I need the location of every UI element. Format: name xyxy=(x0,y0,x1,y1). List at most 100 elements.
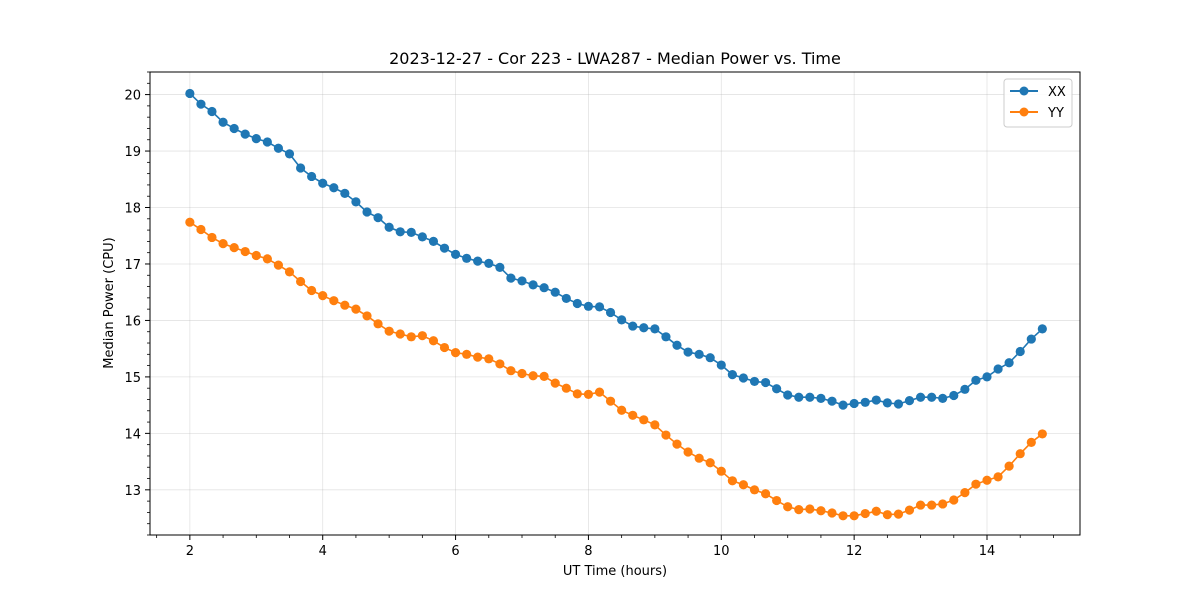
data-point-yy xyxy=(849,511,859,521)
data-point-xx xyxy=(251,134,261,144)
data-point-xx xyxy=(760,377,771,388)
data-point-yy xyxy=(893,509,904,519)
data-point-yy xyxy=(716,466,726,476)
data-point-yy xyxy=(949,495,959,505)
data-point-xx xyxy=(639,323,649,333)
data-point-yy xyxy=(539,371,549,381)
data-point-xx xyxy=(307,171,317,182)
data-point-yy xyxy=(661,430,671,440)
chart-title: 2023-12-27 - Cor 223 - LWA287 - Median P… xyxy=(389,49,841,68)
data-point-yy xyxy=(617,405,627,415)
data-point-yy xyxy=(960,488,970,498)
data-point-yy xyxy=(794,504,804,515)
data-point-xx xyxy=(960,384,970,394)
x-tick-label: 14 xyxy=(979,544,996,559)
data-point-yy xyxy=(484,354,494,364)
data-point-yy xyxy=(196,224,206,235)
y-tick-label: 19 xyxy=(124,145,141,160)
data-point-xx xyxy=(594,302,605,312)
data-point-xx xyxy=(816,393,826,403)
data-point-yy xyxy=(262,254,272,264)
data-point-yy xyxy=(307,285,317,296)
data-point-yy xyxy=(572,389,582,399)
data-point-yy xyxy=(251,250,261,261)
data-point-xx xyxy=(727,370,737,380)
data-point-yy xyxy=(373,319,383,329)
data-point-xx xyxy=(351,197,361,207)
data-point-yy xyxy=(915,500,926,510)
data-point-xx xyxy=(882,398,892,408)
data-point-xx xyxy=(993,364,1003,374)
data-point-xx xyxy=(871,395,881,405)
data-point-yy xyxy=(904,505,915,515)
data-point-yy xyxy=(207,232,217,243)
data-point-yy xyxy=(672,439,682,449)
data-point-yy xyxy=(760,489,771,499)
data-point-yy xyxy=(1037,429,1047,439)
data-point-yy xyxy=(982,475,992,485)
data-point-xx xyxy=(185,88,195,99)
data-point-yy xyxy=(517,368,527,379)
data-point-yy xyxy=(273,260,284,270)
data-point-yy xyxy=(295,276,306,287)
data-point-yy xyxy=(816,506,826,516)
data-point-yy xyxy=(406,332,416,342)
x-tick-label: 6 xyxy=(451,544,459,559)
data-point-yy xyxy=(628,410,638,420)
data-point-xx xyxy=(772,384,782,394)
ticks-layer: 2 4 6 8 10 12 14 13 14 15 16 17 18 19 20 xyxy=(124,71,1054,559)
x-tick-label: 12 xyxy=(846,544,863,559)
grid-layer xyxy=(150,72,1080,535)
data-point-yy xyxy=(871,506,881,516)
data-point-yy xyxy=(395,329,405,339)
data-point-xx xyxy=(1015,346,1025,357)
data-point-yy xyxy=(550,378,560,388)
data-point-yy xyxy=(561,383,571,393)
data-point-xx xyxy=(196,99,206,109)
data-point-yy xyxy=(583,389,594,400)
data-point-yy xyxy=(362,311,372,321)
data-point-xx xyxy=(605,307,616,318)
data-point-xx xyxy=(439,243,450,253)
data-point-yy xyxy=(1026,437,1036,447)
data-point-xx xyxy=(672,340,682,350)
data-point-xx xyxy=(506,273,516,283)
data-point-xx xyxy=(683,347,693,357)
data-point-yy xyxy=(938,499,948,509)
data-point-xx xyxy=(915,392,926,402)
legend-xx-marker xyxy=(1019,86,1029,96)
data-point-yy xyxy=(993,472,1003,482)
data-point-xx xyxy=(473,256,483,266)
x-tick-label: 2 xyxy=(186,544,194,559)
data-point-xx xyxy=(495,262,505,272)
series-line-yy xyxy=(189,221,1043,517)
data-point-yy xyxy=(971,479,981,489)
legend-yy-marker xyxy=(1019,107,1029,117)
data-point-yy xyxy=(439,342,450,353)
data-point-yy xyxy=(384,326,394,336)
data-point-xx xyxy=(628,321,638,331)
data-point-xx xyxy=(218,117,228,127)
data-point-yy xyxy=(650,420,660,430)
data-point-yy xyxy=(783,502,793,512)
data-point-yy xyxy=(240,246,250,257)
data-point-yy xyxy=(340,300,350,310)
data-point-yy xyxy=(738,480,749,490)
data-point-xx xyxy=(849,398,859,409)
data-point-xx xyxy=(384,222,394,232)
data-point-xx xyxy=(329,183,339,193)
data-point-xx xyxy=(207,106,217,117)
data-point-xx xyxy=(827,396,837,406)
data-point-yy xyxy=(428,336,439,346)
data-point-yy xyxy=(827,508,837,518)
data-point-xx xyxy=(927,392,937,402)
data-point-yy xyxy=(229,243,239,253)
data-point-yy xyxy=(473,352,483,362)
data-point-xx xyxy=(362,207,372,217)
data-point-yy xyxy=(605,396,616,406)
data-point-xx xyxy=(550,287,560,297)
series-line-xx xyxy=(189,92,1043,406)
data-point-xx xyxy=(1037,324,1047,334)
data-point-xx xyxy=(738,373,749,383)
